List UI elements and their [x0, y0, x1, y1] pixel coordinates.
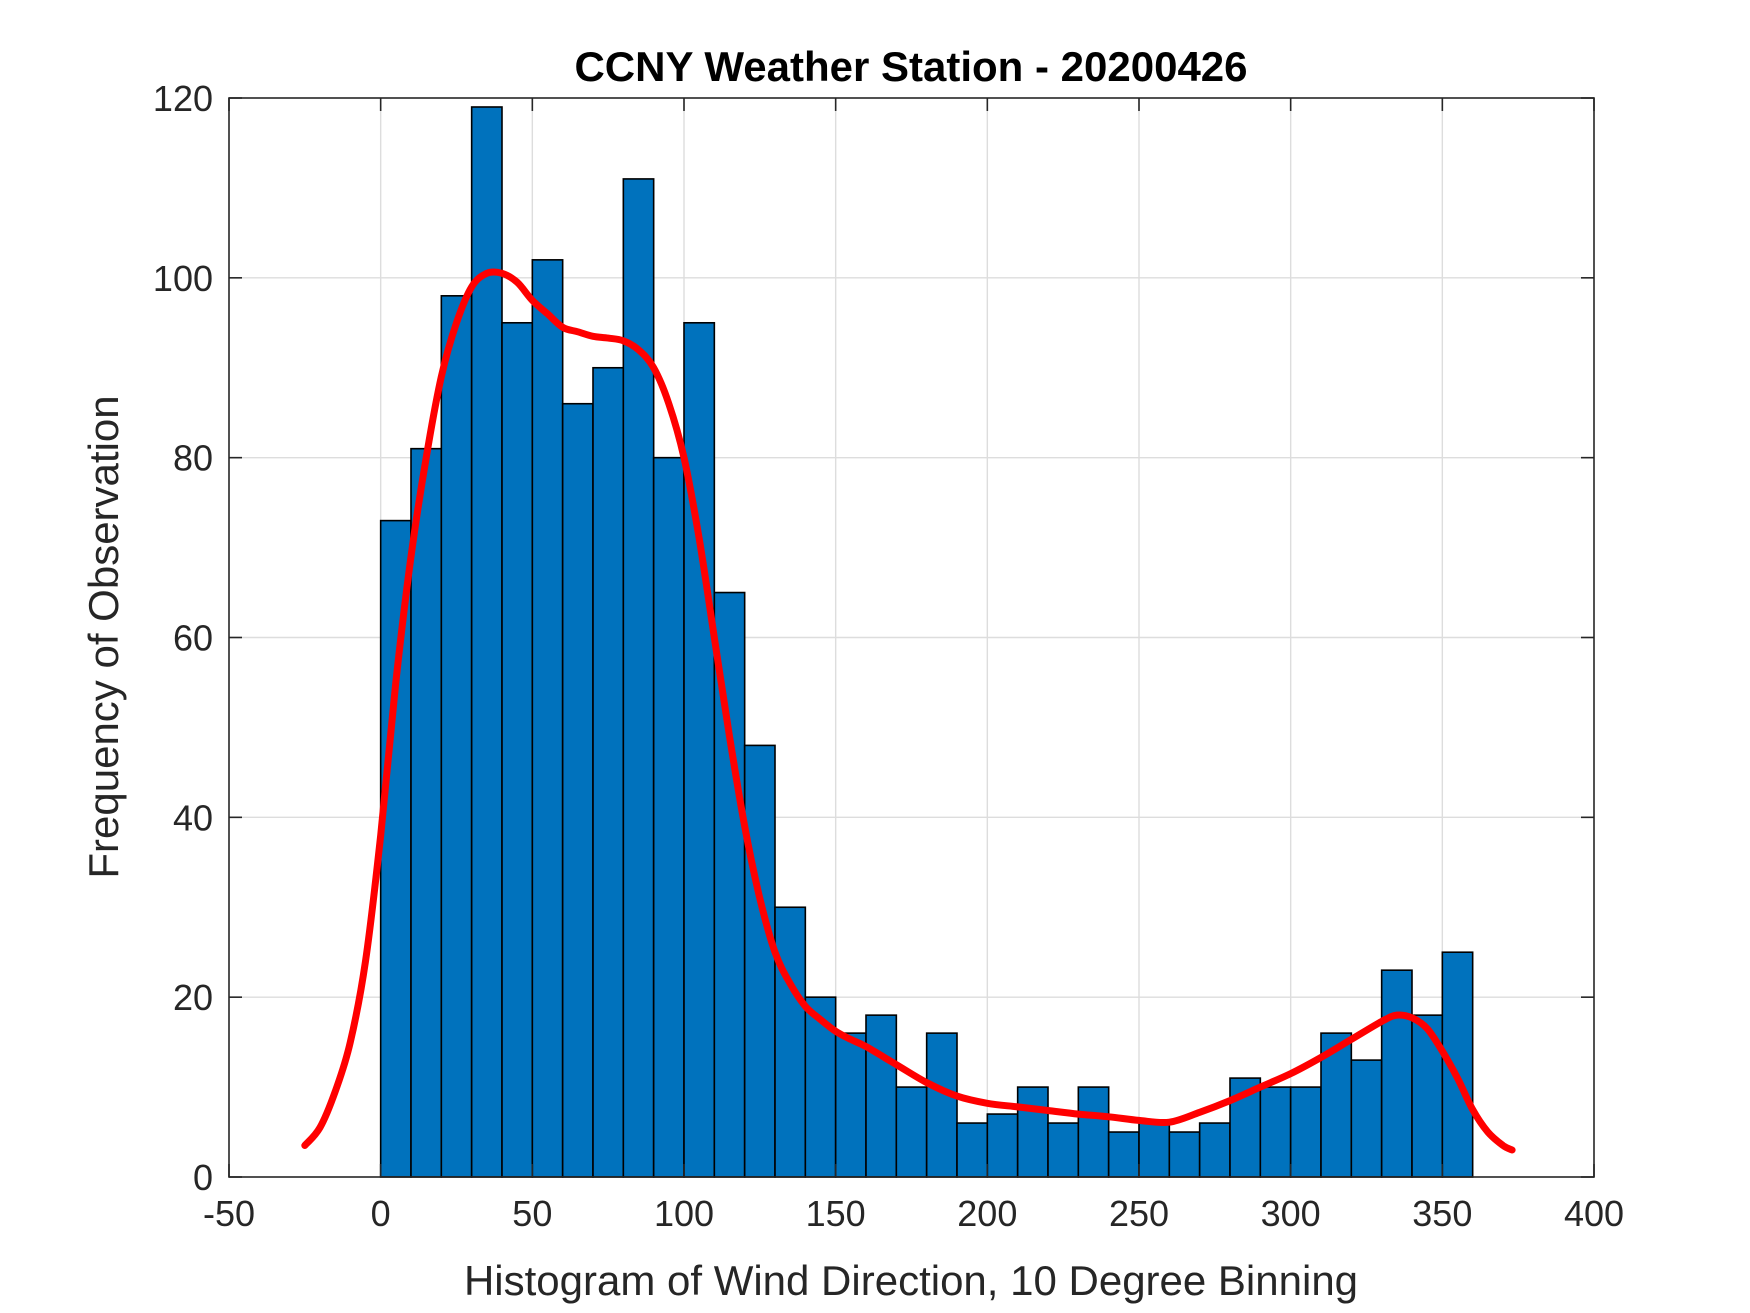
histogram-bar	[592, 366, 625, 1178]
chart-title: CCNY Weather Station - 20200426	[574, 43, 1247, 90]
y-tick-label: 80	[173, 438, 213, 479]
histogram-bar	[956, 1122, 989, 1178]
histogram-bar	[1198, 1122, 1231, 1178]
x-tick-label: 350	[1412, 1193, 1472, 1234]
y-tick-label: 100	[153, 258, 213, 299]
x-tick-label: 150	[806, 1193, 866, 1234]
histogram-bar	[834, 1032, 867, 1178]
histogram-bar	[865, 1014, 898, 1178]
histogram-bar	[1107, 1131, 1140, 1178]
y-tick-label: 60	[173, 618, 213, 659]
x-tick-label: 100	[654, 1193, 714, 1234]
histogram-bar	[1138, 1122, 1171, 1178]
x-tick-label: 0	[371, 1193, 391, 1234]
histogram-bar	[501, 321, 534, 1178]
histogram-bar	[470, 106, 503, 1178]
y-tick-label: 20	[173, 977, 213, 1018]
histogram-bar	[1077, 1086, 1110, 1178]
y-tick-label: 40	[173, 797, 213, 838]
x-tick-label: 200	[957, 1193, 1017, 1234]
density-curve-layer	[301, 268, 1516, 1154]
histogram-bar	[410, 447, 443, 1178]
x-axis-label: Histogram of Wind Direction, 10 Degree B…	[464, 1257, 1358, 1304]
histogram-bar	[1350, 1059, 1383, 1178]
histogram-bar	[652, 456, 685, 1178]
histogram-bar	[531, 259, 564, 1178]
histogram-bar	[440, 295, 473, 1178]
x-tick-label: 250	[1109, 1193, 1169, 1234]
histogram-bar	[925, 1032, 958, 1178]
histogram-bar	[895, 1086, 928, 1178]
y-tick-label: 120	[153, 78, 213, 119]
histogram-bars	[379, 106, 1474, 1178]
histogram-bar	[1168, 1131, 1201, 1178]
histogram-bar	[1047, 1122, 1080, 1178]
x-tick-label: 300	[1261, 1193, 1321, 1234]
x-axis-tick-labels: -50 0 50 100 150 200 250 300 350 400	[203, 1193, 1624, 1234]
histogram-bar	[561, 402, 594, 1178]
histogram-bar	[1016, 1086, 1049, 1178]
x-tick-label: -50	[203, 1193, 255, 1234]
x-tick-label: 400	[1564, 1193, 1624, 1234]
histogram-bar	[683, 321, 716, 1178]
y-axis-tick-labels: 0 20 40 60 80 100 120	[153, 78, 213, 1198]
x-tick-label: 50	[512, 1193, 552, 1234]
histogram-bar	[622, 178, 655, 1178]
histogram-bar	[986, 1113, 1019, 1178]
y-tick-label: 0	[193, 1157, 213, 1198]
axis-ticks	[228, 97, 1595, 1178]
y-axis-label: Frequency of Observation	[80, 395, 127, 878]
density-curve	[301, 268, 1516, 1154]
histogram-bar	[1259, 1086, 1292, 1178]
histogram-bar	[774, 906, 807, 1178]
histogram-bar	[743, 744, 776, 1178]
histogram-bar	[1380, 969, 1413, 1178]
histogram-bar	[1289, 1086, 1322, 1178]
